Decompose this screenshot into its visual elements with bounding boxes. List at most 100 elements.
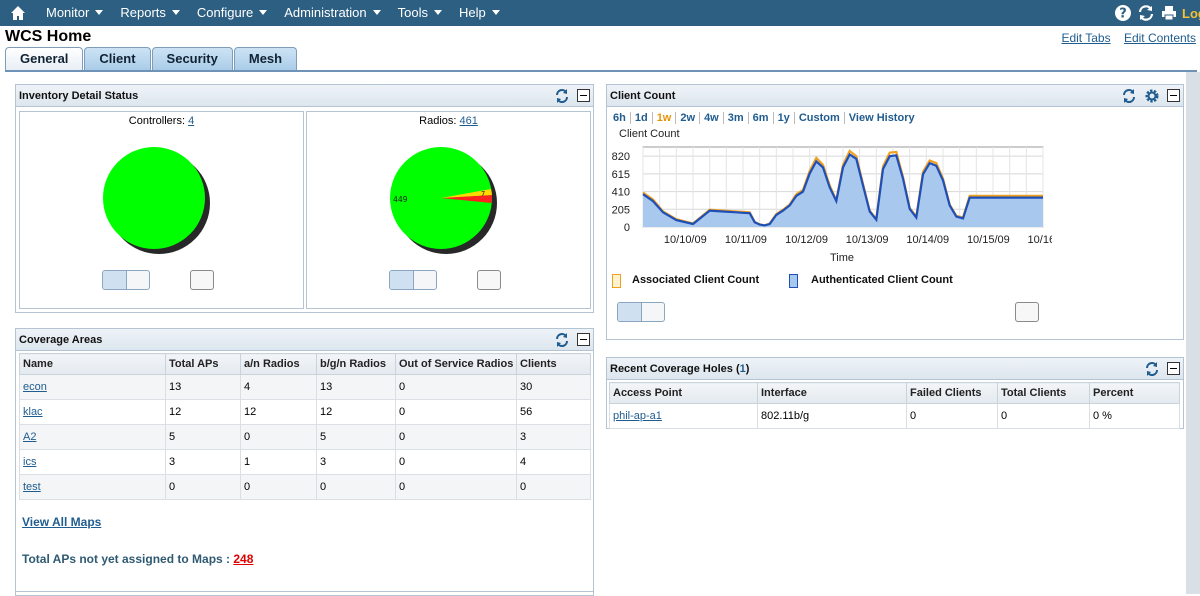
view-history-link[interactable]: View History [848,112,915,124]
cell: 5 [165,424,241,450]
holes-count-link[interactable]: 1 [739,363,746,375]
coverage-area-link[interactable]: A2 [23,431,37,443]
col-interface[interactable]: Interface [757,382,907,404]
cell: 13 [165,374,241,400]
chart-view-icon[interactable] [390,271,414,289]
table-view-icon[interactable] [642,303,665,321]
edit-contents-link[interactable]: Edit Contents [1123,31,1196,45]
cell: 0 [395,474,517,500]
chart-view-toggle[interactable] [617,302,665,322]
coverage-area-link[interactable]: ics [23,456,37,468]
tab-security[interactable]: Security [151,47,233,71]
expand-icon[interactable] [1015,302,1039,322]
coverage-area-link[interactable]: test [23,481,41,493]
panel-header: Recent Coverage Holes (1) [607,358,1183,380]
chevron-down-icon [259,10,268,15]
pie-label-449: 449 [393,195,408,204]
col-total-clients[interactable]: Total Clients [997,382,1090,404]
holes-title-text: Recent Coverage Holes [610,363,733,375]
menu-administration[interactable]: Administration [284,0,381,26]
help-icon[interactable]: ? [1114,4,1132,22]
chevron-down-icon [491,10,500,15]
edit-tabs-link[interactable]: Edit Tabs [1061,31,1111,45]
table-view-icon[interactable] [127,271,150,289]
chart-view-icon[interactable] [618,303,642,321]
print-icon[interactable] [1160,4,1178,22]
minimize-icon[interactable] [1167,89,1180,102]
range-1y[interactable]: 1y [774,112,795,124]
access-point-link[interactable]: phil-ap-a1 [613,410,662,422]
home-icon[interactable] [10,5,26,21]
col-access-point[interactable]: Access Point [609,382,758,404]
col-percent[interactable]: Percent [1089,382,1180,404]
unassigned-count-link[interactable]: 248 [233,552,254,566]
menu-tools[interactable]: Tools [398,0,442,26]
cell: 4 [516,449,591,475]
menu-configure[interactable]: Configure [197,0,268,26]
refresh-icon[interactable] [554,332,570,348]
col-an-radios[interactable]: a/n Radios [240,353,317,375]
panel-title: Coverage Areas [19,334,103,346]
controllers-count-link[interactable]: 4 [188,115,195,127]
client-count-chart: Client Count Time 0 205 410 615 820 10/10/09 1… [612,128,1052,264]
range-6m[interactable]: 6m [749,112,774,124]
tab-general[interactable]: General [5,47,84,71]
unassigned-aps: Total APs not yet assigned to Maps : 248 [22,552,253,566]
col-clients[interactable]: Clients [516,353,591,375]
cell-access-point: phil-ap-a1 [609,403,758,429]
minimize-icon[interactable] [577,333,590,346]
logout-link[interactable]: Log [1182,5,1200,21]
menu-label: Monitor [46,5,90,20]
range-1d[interactable]: 1d [631,112,653,124]
coverage-area-link[interactable]: econ [23,381,47,393]
radios-count-link[interactable]: 461 [459,115,478,127]
range-custom[interactable]: Custom [795,112,845,124]
coverage-area-link[interactable]: klac [23,406,43,418]
range-1w[interactable]: 1w [653,112,677,124]
menu-monitor[interactable]: Monitor [46,0,104,26]
x-tick-label: 10/14/09 [906,234,949,246]
view-all-maps-link[interactable]: View All Maps [22,515,102,529]
col-name[interactable]: Name [19,353,166,375]
legend-associated: Associated Client Count [612,274,759,288]
table-view-icon[interactable] [414,271,437,289]
refresh-icon[interactable] [1144,361,1160,377]
table-header-row: Access Point Interface Failed Clients To… [609,382,1180,404]
menu-label: Administration [284,5,367,20]
col-out-of-service[interactable]: Out of Service Radios [395,353,517,375]
cell: 0 [395,424,517,450]
refresh-icon[interactable] [1137,4,1155,22]
cell: 12 [165,399,241,425]
menu-reports[interactable]: Reports [120,0,180,26]
chart-view-icon[interactable] [103,271,127,289]
x-axis-label: Time [830,252,854,264]
right-gutter [1186,72,1200,594]
refresh-icon[interactable] [1121,88,1137,104]
x-tick-label: 10/11/09 [725,234,767,246]
gear-icon[interactable] [1144,88,1160,104]
table-header-row: Name Total APs a/n Radios b/g/n Radios O… [19,353,591,375]
minimize-icon[interactable] [577,89,590,102]
range-2w[interactable]: 2w [676,112,701,124]
tab-mesh[interactable]: Mesh [233,47,298,71]
range-6h[interactable]: 6h [613,112,631,124]
x-tick-label: 10/13/09 [846,234,889,246]
tab-client[interactable]: Client [84,47,151,71]
col-failed-clients[interactable]: Failed Clients [906,382,998,404]
controllers-text: Controllers: [128,115,186,127]
menu-help[interactable]: Help [459,0,500,26]
refresh-icon[interactable] [554,88,570,104]
cell: 0 [395,449,517,475]
col-bgn-radios[interactable]: b/g/n Radios [316,353,396,375]
main-menu: Monitor Reports Configure Administration… [46,0,517,26]
range-4w[interactable]: 4w [700,112,724,124]
range-3m[interactable]: 3m [724,112,749,124]
y-axis-label: Client Count [619,128,680,140]
y-tick-label: 410 [612,187,630,199]
chart-view-toggle[interactable] [389,270,437,290]
expand-icon[interactable] [477,270,501,290]
chart-view-toggle[interactable] [102,270,150,290]
col-total-aps[interactable]: Total APs [165,353,241,375]
minimize-icon[interactable] [1167,362,1180,375]
expand-icon[interactable] [190,270,214,290]
